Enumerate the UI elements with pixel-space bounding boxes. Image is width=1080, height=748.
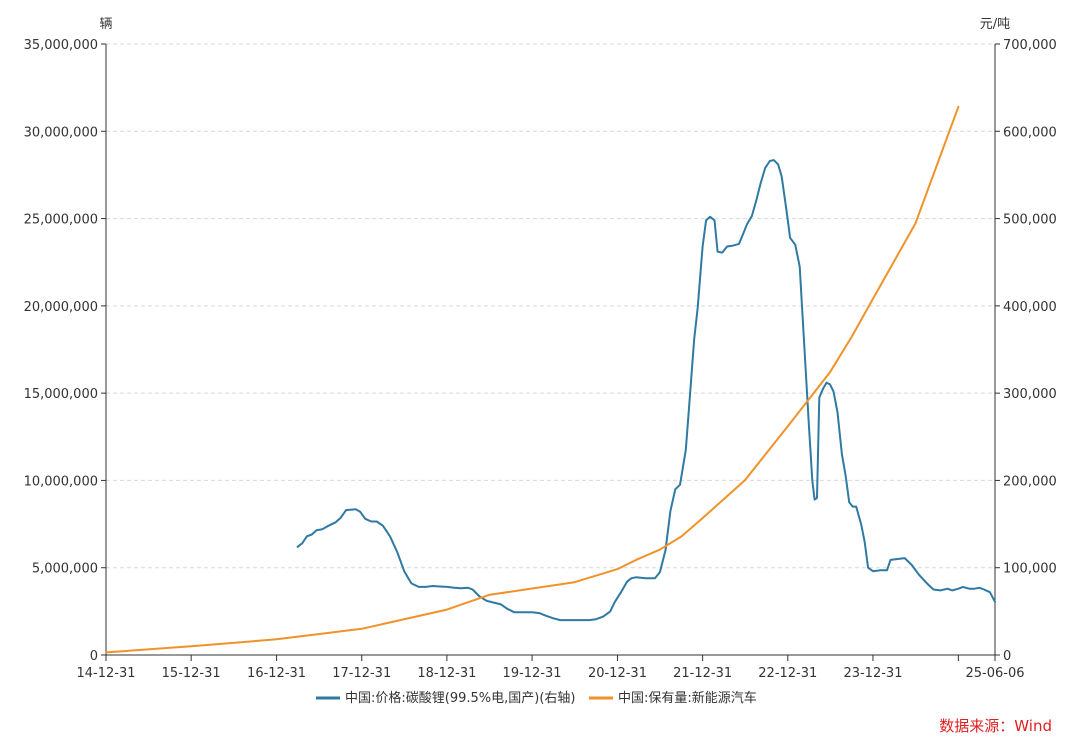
source-label: 数据来源：Wind xyxy=(939,717,1052,735)
series-lines xyxy=(105,105,996,654)
axis-ticks: 0 5,000,000 10,000,000 15,000,000 20,000,000… xyxy=(24,38,1057,681)
right-tick-label: 700,000 xyxy=(1003,38,1057,53)
left-tick-label: 20,000,000 xyxy=(24,300,98,315)
x-tick-label: 15-12-31 xyxy=(162,666,221,681)
legend-label-lithium-price: 中国:价格:碳酸锂(99.5%电,国产)(右轴) xyxy=(345,690,575,706)
left-tick-label: 35,000,000 xyxy=(24,38,98,53)
left-tick-label: 25,000,000 xyxy=(24,213,98,228)
right-tick-label: 600,000 xyxy=(1003,125,1057,140)
right-tick-label: 200,000 xyxy=(1003,474,1057,489)
left-tick-label: 15,000,000 xyxy=(24,387,98,402)
x-tick-label: 25-06-06 xyxy=(965,666,1024,681)
right-tick-label: 0 xyxy=(1003,649,1011,664)
series-line-lithium-price xyxy=(296,159,996,622)
left-tick-label: 10,000,000 xyxy=(24,474,98,489)
left-axis-unit: 辆 xyxy=(99,17,112,32)
series-line-nev-stock xyxy=(105,105,960,654)
right-tick-label: 100,000 xyxy=(1003,562,1057,577)
x-tick-label: 22-12-31 xyxy=(758,666,817,681)
x-tick-label: 21-12-31 xyxy=(673,666,732,681)
x-tick-label: 18-12-31 xyxy=(417,666,476,681)
left-tick-label: 0 xyxy=(90,649,98,664)
left-tick-label: 30,000,000 xyxy=(24,125,98,140)
x-tick-label: 17-12-31 xyxy=(332,666,391,681)
right-tick-label: 300,000 xyxy=(1003,387,1057,402)
x-tick-label: 16-12-31 xyxy=(247,666,306,681)
x-tick-label: 19-12-31 xyxy=(503,666,562,681)
right-tick-label: 400,000 xyxy=(1003,300,1057,315)
legend-label-nev-stock: 中国:保有量:新能源汽车 xyxy=(618,690,757,706)
axes xyxy=(105,44,996,656)
legend[interactable]: 中国:价格:碳酸锂(99.5%电,国产)(右轴) 中国:保有量:新能源汽车 xyxy=(316,690,757,706)
right-axis-unit: 元/吨 xyxy=(980,17,1010,32)
x-tick-label: 23-12-31 xyxy=(843,666,902,681)
x-tick-label: 20-12-31 xyxy=(588,666,647,681)
x-tick-label: 14-12-31 xyxy=(76,666,135,681)
grid-lines xyxy=(106,43,995,569)
right-tick-label: 500,000 xyxy=(1003,213,1057,228)
left-tick-label: 5,000,000 xyxy=(32,562,98,577)
